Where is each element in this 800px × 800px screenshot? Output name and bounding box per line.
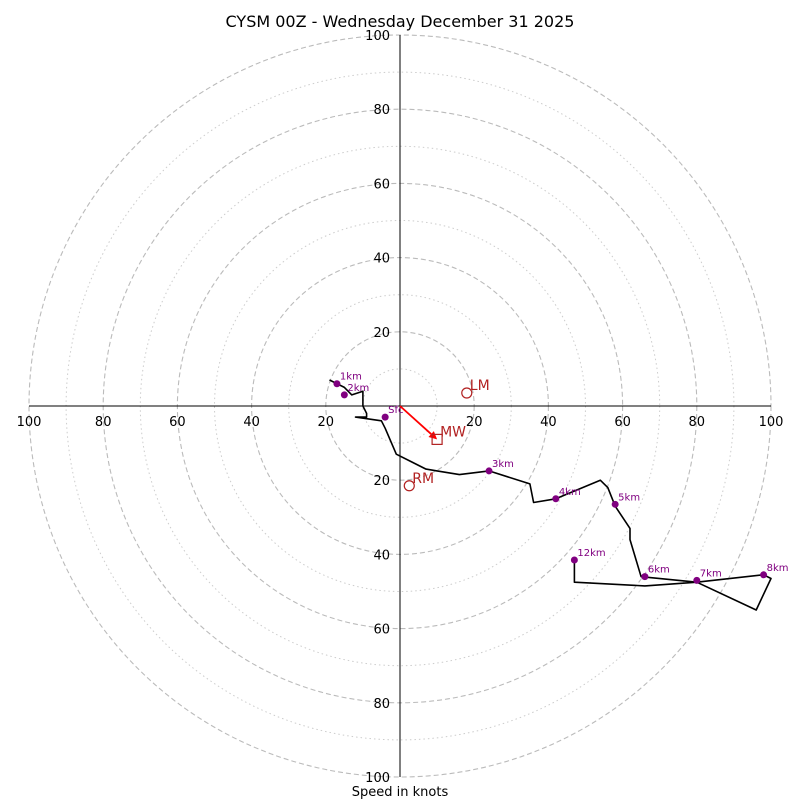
height-label-5km: 5km (618, 492, 640, 503)
tick-top-60: 60 (373, 177, 390, 192)
tick-top-40: 40 (373, 252, 390, 267)
height-marker-8km (760, 571, 768, 579)
height-marker-5km (611, 500, 619, 508)
hodograph-trace-group (329, 379, 772, 611)
tick-bottom-20: 20 (373, 474, 390, 489)
height-marker-1km (333, 380, 341, 388)
height-label-7km: 7km (700, 568, 722, 579)
tick-top-80: 80 (373, 103, 390, 118)
height-label-12km: 12km (577, 548, 605, 559)
height-label-4km: 4km (559, 487, 581, 498)
height-marker-2km (340, 391, 348, 399)
tick-bottom-60: 60 (373, 623, 390, 638)
storm-motion-markers: LM RM MW (399, 378, 490, 492)
tick-left-60: 60 (169, 415, 186, 430)
mean-wind-arrow-head (428, 431, 438, 440)
height-label-6km: 6km (648, 565, 670, 576)
height-label-8km: 8km (767, 563, 789, 574)
tick-right-20: 20 (466, 415, 483, 430)
motion-marker-lm (461, 387, 473, 399)
tick-bottom-100: 100 (365, 771, 390, 786)
tick-right-80: 80 (689, 415, 706, 430)
tick-left-80: 80 (95, 415, 112, 430)
height-marker-7km (693, 576, 701, 584)
tick-top-100: 100 (365, 29, 390, 44)
height-marker-4km (552, 495, 560, 503)
height-marker-6km (641, 573, 649, 581)
tick-left-40: 40 (243, 415, 260, 430)
motion-label-mw: MW (440, 424, 466, 440)
height-label-sfc: Sfc (388, 405, 403, 416)
tick-right-100: 100 (759, 415, 784, 430)
tick-bottom-80: 80 (373, 697, 390, 712)
chart-title: CYSM 00Z - Wednesday December 31 2025 (226, 12, 575, 31)
height-marker-12km (570, 556, 578, 564)
height-label-2km: 2km (347, 383, 369, 394)
motion-marker-mw (431, 433, 443, 445)
hodograph-trace (329, 379, 772, 611)
height-marker-sfc (381, 413, 389, 421)
tick-left-20: 20 (318, 415, 335, 430)
tick-right-60: 60 (614, 415, 631, 430)
tick-left-100: 100 (17, 415, 42, 430)
height-label-3km: 3km (492, 459, 514, 470)
tick-bottom-40: 40 (373, 548, 390, 563)
height-marker-3km (485, 467, 493, 475)
mean-wind-arrow-shaft (399, 405, 432, 435)
motion-marker-rm (403, 480, 415, 492)
motion-label-rm: RM (412, 471, 434, 487)
tick-labels: 100 80 60 40 20 20 40 60 80 100 20 40 60 80 100 20 40 60 8… (17, 29, 784, 786)
motion-label-lm: LM (470, 378, 490, 394)
x-axis-label: Speed in knots (352, 785, 449, 800)
tick-top-20: 20 (373, 326, 390, 341)
height-label-1km: 1km (340, 372, 362, 383)
tick-right-40: 40 (540, 415, 557, 430)
